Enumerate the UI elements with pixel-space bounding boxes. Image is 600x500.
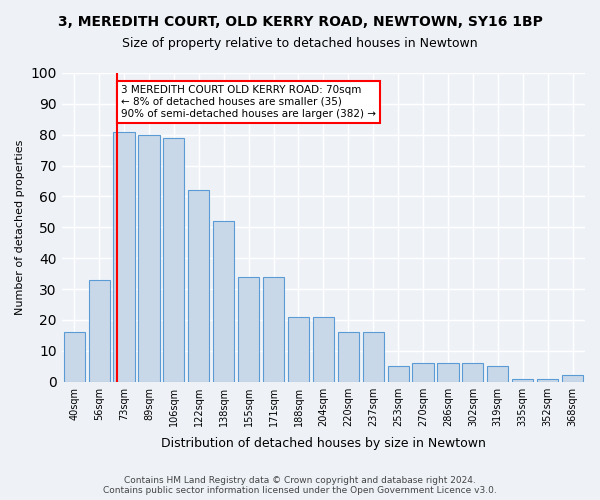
- Text: Contains HM Land Registry data © Crown copyright and database right 2024.
Contai: Contains HM Land Registry data © Crown c…: [103, 476, 497, 495]
- Bar: [238, 276, 259, 382]
- Bar: [188, 190, 209, 382]
- Bar: [437, 363, 458, 382]
- Bar: [64, 332, 85, 382]
- Bar: [263, 276, 284, 382]
- Bar: [388, 366, 409, 382]
- Bar: [462, 363, 484, 382]
- Bar: [288, 317, 309, 382]
- Bar: [362, 332, 384, 382]
- Text: Size of property relative to detached houses in Newtown: Size of property relative to detached ho…: [122, 38, 478, 51]
- Bar: [537, 378, 558, 382]
- Bar: [113, 132, 134, 382]
- Bar: [163, 138, 184, 382]
- X-axis label: Distribution of detached houses by size in Newtown: Distribution of detached houses by size …: [161, 437, 486, 450]
- Bar: [412, 363, 434, 382]
- Bar: [512, 378, 533, 382]
- Y-axis label: Number of detached properties: Number of detached properties: [15, 140, 25, 315]
- Bar: [562, 376, 583, 382]
- Bar: [213, 221, 235, 382]
- Bar: [89, 280, 110, 382]
- Bar: [139, 134, 160, 382]
- Bar: [313, 317, 334, 382]
- Text: 3 MEREDITH COURT OLD KERRY ROAD: 70sqm
← 8% of detached houses are smaller (35)
: 3 MEREDITH COURT OLD KERRY ROAD: 70sqm ←…: [121, 86, 376, 118]
- Text: 3, MEREDITH COURT, OLD KERRY ROAD, NEWTOWN, SY16 1BP: 3, MEREDITH COURT, OLD KERRY ROAD, NEWTO…: [58, 15, 542, 29]
- Bar: [487, 366, 508, 382]
- Bar: [338, 332, 359, 382]
